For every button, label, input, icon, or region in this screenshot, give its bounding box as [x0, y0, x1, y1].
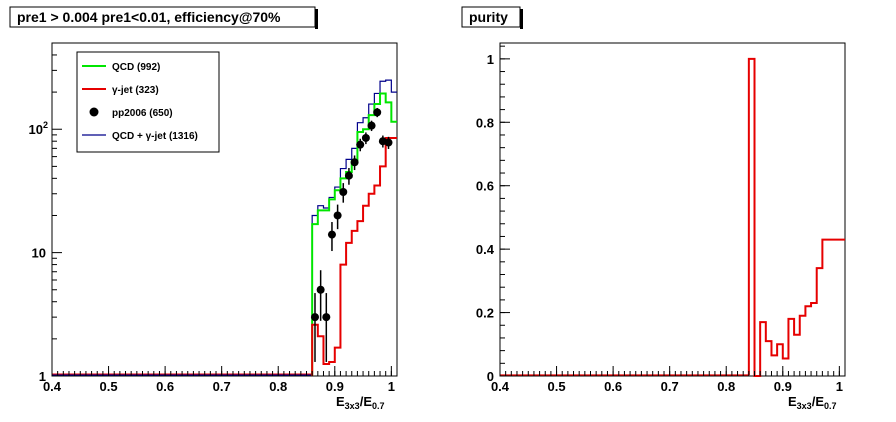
left-panel: pre1 > 0.004 pre1<0.01, efficiency@70% 0… — [9, 6, 398, 411]
left-xtick-label: 0.4 — [43, 379, 62, 394]
right-ytick-label: 0.6 — [476, 179, 494, 194]
left-chart-title: pre1 > 0.004 pre1<0.01, efficiency@70% — [17, 9, 281, 25]
right-title-shadow — [520, 9, 523, 29]
pp2006-point — [367, 121, 376, 130]
legend-label-qcd: QCD (992) — [112, 62, 160, 73]
left-plot-data — [52, 79, 397, 376]
left-xtick-label: 0.9 — [326, 379, 344, 394]
right-chart-title: purity — [469, 9, 508, 25]
left-axes: 0.4 0.5 0.6 0.7 0.8 0.9 1 1 10 102 — [29, 54, 395, 394]
legend-marker-pp2006 — [89, 107, 99, 117]
right-plot-data — [500, 57, 845, 377]
right-xtick-label: 0.5 — [548, 379, 566, 394]
pp2006-point — [344, 171, 353, 180]
left-ytick-label: 10 — [32, 246, 46, 261]
right-ytick-label: 0.4 — [476, 242, 495, 257]
left-ytick-label: 1 — [39, 369, 46, 384]
left-ytick-label: 102 — [29, 120, 48, 137]
right-ytick-label: 0 — [487, 369, 494, 384]
pp2006-point — [327, 230, 336, 239]
left-xlabel: E3x3/E0.7 — [336, 394, 385, 411]
pp2006-point — [361, 133, 370, 142]
pp2006-point — [316, 285, 325, 294]
right-xtick-label: 0.4 — [491, 379, 510, 394]
pp2006-point — [384, 138, 393, 147]
right-plot-frame — [499, 42, 846, 377]
legend-label-sum: QCD + γ-jet (1316) — [112, 131, 198, 142]
left-xtick-label: 0.6 — [156, 379, 174, 394]
right-xtick-label: 0.6 — [604, 379, 622, 394]
right-xtick-label: 0.7 — [661, 379, 679, 394]
left-xtick-label: 0.5 — [100, 379, 118, 394]
left-xtick-label: 0.8 — [269, 379, 287, 394]
left-xtick-label: 1 — [388, 379, 395, 394]
series-qcd-step — [311, 92, 397, 376]
series-gjet-step — [311, 136, 397, 376]
right-ytick-label: 0.2 — [476, 306, 494, 321]
pp2006-point — [322, 313, 331, 322]
right-ytick-label: 0.8 — [476, 115, 494, 130]
right-axes: 0.4 0.5 0.6 0.7 0.8 0.9 1 0 0.2 0.4 0.6 0.8 1 — [476, 45, 843, 394]
pp2006-point — [350, 158, 359, 167]
legend-label-pp2006: pp2006 (650) — [112, 108, 173, 119]
left-xtick-label: 0.7 — [213, 379, 231, 394]
series-sum-step — [311, 79, 397, 376]
right-xtick-label: 0.8 — [717, 379, 735, 394]
right-ytick-label: 1 — [487, 52, 494, 67]
pp2006-point — [339, 187, 348, 196]
left-plot-frame — [51, 42, 398, 377]
right-xtick-label: 0.9 — [774, 379, 792, 394]
pp2006-point — [373, 108, 382, 117]
pp2006-point — [333, 211, 342, 220]
pp2006-point — [310, 313, 319, 322]
pp2006-point — [356, 140, 365, 149]
series-purity-step — [747, 57, 845, 377]
right-xtick-label: 1 — [836, 379, 843, 394]
left-title-shadow — [315, 9, 318, 29]
right-xlabel: E3x3/E0.7 — [788, 394, 837, 411]
legend-label-gjet: γ-jet (323) — [112, 85, 159, 96]
right-panel: purity 0.4 0.5 0.6 0.7 0.8 0.9 1 0 0.2 0.4 0.6 0.8 1… — [461, 6, 846, 411]
